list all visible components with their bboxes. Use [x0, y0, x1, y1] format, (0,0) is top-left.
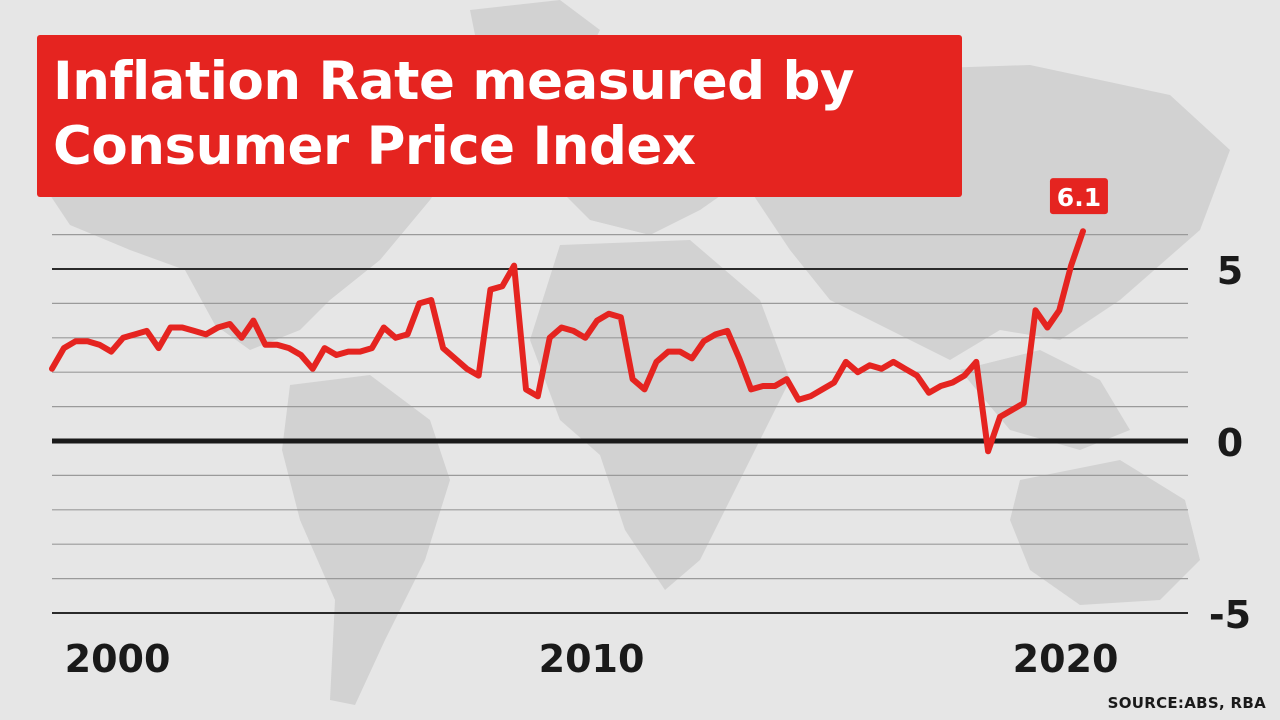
y-tick-label: 5 [1217, 249, 1243, 293]
map-australia [1010, 460, 1200, 605]
title-box: Inflation Rate measured by Consumer Pric… [37, 35, 962, 197]
map-south-america [282, 375, 450, 705]
chart-grid [52, 234, 1188, 614]
chart-callout: 6.1 [1049, 178, 1108, 215]
source-note: SOURCE:ABS, RBA [1107, 694, 1266, 712]
map-southeast-asia [960, 350, 1130, 450]
series-line-cpi [49, 228, 1086, 455]
chart-title-line-2: Consumer Price Index [53, 116, 696, 177]
y-tick-label: 0 [1217, 421, 1243, 465]
last-value-label: 6.1 [1057, 183, 1101, 212]
chart-series [49, 228, 1086, 455]
chart-title-line-1: Inflation Rate measured by [53, 51, 855, 112]
chart-axis-labels: 5 0 -5 2000 2010 2020 [65, 249, 1251, 681]
x-tick-label: 2000 [65, 637, 171, 681]
last-value-badge [1049, 178, 1108, 215]
x-tick-label: 2010 [539, 637, 645, 681]
x-tick-label: 2020 [1013, 637, 1119, 681]
y-tick-label: -5 [1209, 593, 1251, 637]
